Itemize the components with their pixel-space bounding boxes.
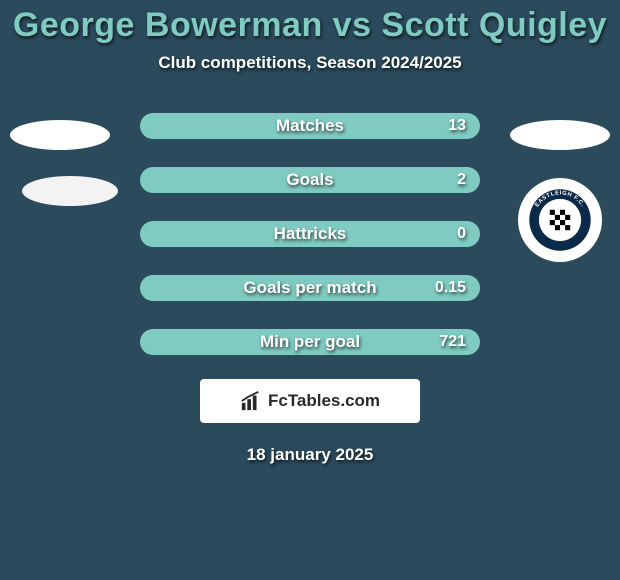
stat-row-goals: Goals 2 (140, 167, 480, 193)
subtitle: Club competitions, Season 2024/2025 (158, 53, 461, 73)
stat-row-matches: Matches 13 (140, 113, 480, 139)
stat-row-hattricks: Hattricks 0 (140, 221, 480, 247)
stat-label: Min per goal (260, 332, 360, 352)
stat-value: 0.15 (435, 279, 466, 297)
bar-chart-icon (240, 390, 262, 412)
stat-value: 721 (439, 333, 466, 351)
brand-box: FcTables.com (200, 379, 420, 423)
date-text: 18 january 2025 (247, 445, 374, 465)
stat-row-min-per-goal: Min per goal 721 (140, 329, 480, 355)
stat-row-goals-per-match: Goals per match 0.15 (140, 275, 480, 301)
content: George Bowerman vs Scott Quigley Club co… (0, 0, 620, 580)
page-title: George Bowerman vs Scott Quigley (13, 6, 607, 45)
stat-label: Goals per match (243, 278, 376, 298)
stat-value: 13 (448, 117, 466, 135)
stats-area: Matches 13 Goals 2 Hattricks 0 Goals per… (0, 113, 620, 355)
stat-label: Matches (276, 116, 344, 136)
stat-label: Goals (286, 170, 333, 190)
brand-text: FcTables.com (268, 391, 380, 411)
stat-value: 2 (457, 171, 466, 189)
stat-label: Hattricks (274, 224, 347, 244)
stat-value: 0 (457, 225, 466, 243)
